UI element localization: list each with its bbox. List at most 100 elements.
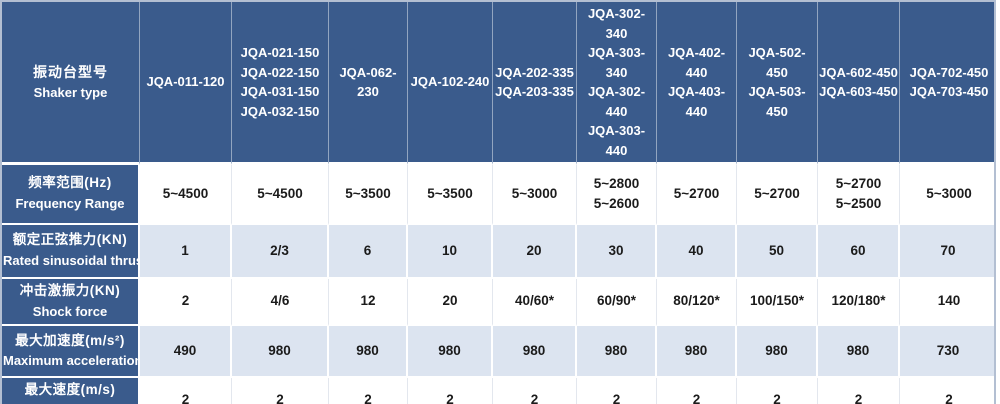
model-number: JQA-503-450 — [748, 84, 806, 119]
spec-cell: 490 — [140, 326, 232, 379]
spec-cell: 2 — [493, 378, 577, 404]
model-number: JQA-021-150 — [240, 45, 320, 60]
spec-cell: 30 — [577, 225, 657, 279]
spec-cell: 5~4500 — [140, 165, 232, 225]
spec-value: 2 — [854, 392, 863, 404]
model-number: JQA-302-440 — [587, 84, 646, 119]
spec-cell: 2 — [900, 378, 994, 404]
spec-cell: 980 — [493, 326, 577, 379]
spec-cell: 980 — [657, 326, 737, 379]
spec-value: 5~2700 — [754, 185, 800, 201]
spec-cell: 2 — [408, 378, 493, 404]
model-number: JQA-022-150 — [240, 64, 320, 80]
spec-value: 2 — [181, 293, 190, 309]
spec-cell: 5~2700 — [657, 165, 737, 225]
spec-value: 5~3500 — [427, 185, 473, 201]
spec-cell: 2 — [818, 378, 900, 404]
spec-cell: 70 — [900, 225, 994, 279]
spec-cell: 20 — [408, 279, 493, 327]
spec-cell: 5~3500 — [329, 165, 408, 225]
spec-value: 980 — [438, 342, 461, 358]
spec-value: 5~4500 — [257, 185, 303, 201]
spec-cell: 2 — [329, 378, 408, 404]
header-label-en: Shaker type — [33, 84, 108, 100]
spec-value: 40/60* — [514, 293, 555, 309]
model-number: JQA-603-450 — [819, 84, 898, 99]
column-header: JQA-011-120 — [140, 2, 232, 165]
column-header: JQA-102-240 — [408, 2, 493, 165]
column-header: JQA-021-150 JQA-022-150 JQA-031-150 JQA-032… — [232, 2, 329, 165]
spec-value: 1 — [181, 242, 189, 258]
spec-value: 2 — [773, 392, 781, 404]
column-header: JQA-202-335 JQA-203-335 — [493, 2, 577, 165]
row-label-zh: 最大加速度(m/s²) — [15, 332, 125, 348]
table-row: 最大加速度(m/s²) Maximum acceleration 490 980 980… — [2, 326, 994, 379]
column-header: JQA-402-440 JQA-403-440 — [657, 2, 737, 165]
spec-value: 5~3000 — [926, 185, 972, 201]
spec-cell: 40 — [657, 225, 737, 279]
model-number: JQA-702-450 — [909, 64, 989, 80]
row-label-en: Shock force — [32, 303, 108, 319]
spec-value: 20 — [526, 242, 542, 258]
table-row: 最大速度(m/s) Maximum speed 2 2 2 2 2 2 2 2 2 2 — [2, 378, 994, 404]
spec-value: 100/150* — [749, 293, 805, 309]
spec-cell: 2/3 — [232, 225, 329, 279]
spec-cell: 1 — [140, 225, 232, 279]
model-number: JQA-703-450 — [909, 84, 989, 99]
spec-cell: 2 — [657, 378, 737, 404]
spec-value: 20 — [442, 293, 458, 309]
table-row: 频率范围(Hz) Frequency Range 5~4500 5~4500 5~350… — [2, 165, 994, 225]
row-label-zh: 额定正弦推力(KN) — [12, 232, 128, 248]
model-number: JQA-302-340 — [587, 6, 646, 41]
row-label: 最大速度(m/s) Maximum speed — [2, 378, 140, 404]
row-label: 冲击激振力(KN) Shock force — [2, 279, 140, 327]
spec-value: 2 — [612, 392, 621, 404]
spec-value: 4/6 — [270, 293, 290, 309]
spec-value: 980 — [522, 342, 546, 358]
spec-cell: 2 — [140, 378, 232, 404]
spec-cell: 5~3500 — [408, 165, 493, 225]
spec-cell: 2 — [140, 279, 232, 327]
row-label-zh: 冲击激振力(KN) — [19, 283, 121, 298]
table-row: 冲击激振力(KN) Shock force 2 4/6 12 20 40/60* 60/90*… — [2, 279, 994, 327]
spec-value: 2 — [364, 392, 372, 404]
spec-cell: 60 — [818, 225, 900, 279]
spec-cell: 4/6 — [232, 279, 329, 327]
spec-value: 980 — [356, 342, 379, 358]
spec-value: 70 — [940, 242, 956, 258]
model-number: JQA-032-150 — [240, 103, 320, 119]
table-body: 频率范围(Hz) Frequency Range 5~4500 5~4500 5~350… — [2, 165, 994, 404]
spec-value: 2 — [530, 392, 539, 404]
table-row: 额定正弦推力(KN) Rated sinusoidal thrust 1 2/3 6 10… — [2, 225, 994, 279]
spec-value: 980 — [765, 342, 788, 358]
model-number: JQA-202-335 — [495, 64, 574, 80]
spec-value: 40 — [688, 242, 704, 258]
spec-value: 730 — [936, 342, 960, 358]
header-label-cell: 振动台型号 Shaker type — [2, 2, 140, 165]
spec-cell: 50 — [737, 225, 818, 279]
spec-cell: 10 — [408, 225, 493, 279]
model-number: JQA-031-150 — [240, 84, 320, 99]
model-number: JQA-403-440 — [667, 84, 726, 119]
spec-value: 5~4500 — [162, 185, 209, 201]
row-label-en: Frequency Range — [15, 196, 125, 212]
spec-cell: 5~3000 — [900, 165, 994, 225]
spec-cell: 980 — [818, 326, 900, 379]
spec-value: 5~2700 — [835, 175, 882, 191]
spec-cell: 980 — [577, 326, 657, 379]
row-label-en: Rated sinusoidal thrust — [3, 253, 140, 269]
spec-value: 6 — [363, 242, 372, 258]
spec-value: 10 — [441, 242, 458, 258]
row-label-en: Maximum speed — [3, 401, 137, 404]
spec-value: 980 — [846, 342, 870, 358]
row-label: 额定正弦推力(KN) Rated sinusoidal thrust — [2, 225, 140, 279]
spec-cell: 2 — [737, 378, 818, 404]
table-header: 振动台型号 Shaker type JQA-011-120 JQA-021-150 JQ… — [2, 2, 994, 165]
spec-cell: 20 — [493, 225, 577, 279]
spec-cell: 100/150* — [737, 279, 818, 327]
spec-value: 5~2600 — [593, 196, 640, 211]
column-header: JQA-502-450 JQA-503-450 — [737, 2, 818, 165]
header-label-zh: 振动台型号 — [33, 63, 108, 80]
